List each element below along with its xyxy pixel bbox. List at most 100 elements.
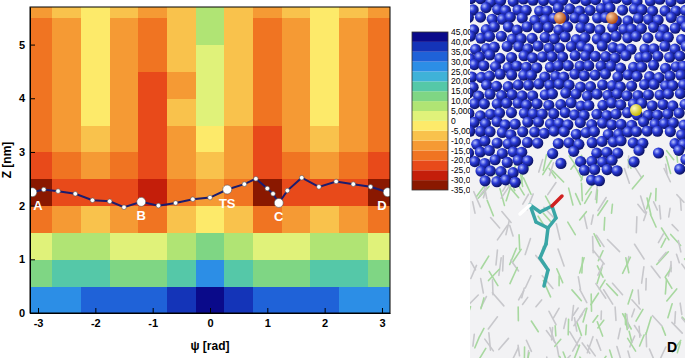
heat-cell — [282, 7, 311, 18]
lipid-segment — [502, 212, 511, 223]
heat-cell — [196, 7, 225, 18]
heat-cell — [310, 18, 339, 45]
heat-cell — [81, 232, 110, 259]
water-sphere — [506, 69, 517, 80]
water-sphere — [633, 145, 644, 156]
lipid-segment — [548, 183, 556, 195]
water-sphere — [653, 147, 664, 158]
path-point — [223, 185, 232, 194]
lipid-segment — [480, 328, 484, 336]
tick-mark — [30, 259, 35, 260]
lipid-segment — [492, 293, 503, 306]
water-sphere — [575, 117, 586, 128]
heat-cell — [138, 18, 167, 45]
path-point — [383, 188, 390, 197]
heat-cell — [81, 18, 110, 45]
path-point — [285, 188, 290, 193]
heat-cell — [224, 232, 253, 259]
lipid-segment — [596, 356, 606, 358]
lipid-segment — [570, 332, 579, 347]
lipid-segment — [672, 322, 682, 333]
lipid-segment — [473, 202, 475, 213]
water-sphere — [470, 126, 475, 137]
water-sphere — [527, 0, 538, 6]
water-sphere — [518, 0, 529, 5]
lipid-segment — [596, 235, 604, 246]
water-sphere — [560, 87, 571, 98]
colorbar-band — [412, 91, 448, 101]
path-point — [107, 199, 112, 204]
path-point — [299, 175, 304, 180]
lipid-segment — [677, 254, 680, 262]
path-point — [208, 195, 213, 200]
heat-cell — [52, 7, 81, 18]
heat-cell — [339, 206, 368, 233]
path-point — [368, 185, 373, 190]
water-sphere — [590, 51, 601, 62]
heat-cell — [30, 152, 53, 179]
water-sphere — [480, 2, 491, 13]
heat-cell — [30, 7, 53, 18]
path-labels: ABTSCD — [33, 196, 386, 224]
lipid-segment — [568, 222, 575, 235]
tick-mark — [38, 308, 39, 313]
water-sphere — [592, 89, 603, 100]
bond — [552, 206, 556, 218]
water-sphere — [610, 31, 621, 42]
colorbar-band — [412, 52, 448, 62]
lipid-segment — [523, 297, 528, 304]
heat-cell — [30, 125, 53, 152]
water-sphere — [680, 5, 685, 16]
lipid-segment — [664, 168, 670, 181]
lipid-segment — [574, 345, 579, 358]
water-sphere — [522, 137, 533, 148]
water-sphere — [470, 156, 480, 167]
colorbar-label: 25,00 — [451, 67, 473, 77]
water-sphere — [538, 0, 549, 6]
lipid-segment — [603, 218, 605, 231]
lipid-segment — [580, 258, 584, 273]
lipid-segment — [599, 280, 605, 289]
water-sphere — [527, 52, 538, 63]
water-sphere — [582, 91, 593, 102]
water-sphere — [670, 23, 681, 34]
colorbar-band — [412, 141, 448, 151]
colorbar-band — [412, 160, 448, 170]
colorbar-band — [412, 81, 448, 91]
heat-cell — [81, 45, 110, 72]
water-sphere — [560, 107, 571, 118]
heat-cell — [81, 71, 110, 98]
figure: -3-2-10123012345ψ [rad]Z [nm]ABTSCD-35,0… — [0, 0, 685, 358]
lipid-segment — [597, 340, 601, 351]
heat-cell — [81, 125, 110, 152]
heat-cell — [368, 45, 390, 72]
heat-cell — [81, 286, 110, 313]
colorbar-label: 0 — [451, 116, 456, 126]
lipid-segment — [628, 351, 631, 358]
water-sphere — [570, 50, 581, 61]
water-sphere — [680, 154, 685, 165]
heat-cell — [253, 71, 282, 98]
water-sphere — [502, 41, 513, 52]
water-sphere — [642, 32, 653, 43]
lipid-segment — [517, 307, 519, 321]
heat-cell — [368, 232, 390, 259]
water-sphere — [579, 70, 590, 81]
lipid-segment — [560, 356, 565, 358]
lipid-segment — [677, 343, 680, 353]
lipid-segment — [624, 169, 629, 184]
water-sphere — [663, 88, 674, 99]
water-sphere — [652, 126, 663, 137]
lipid-segment — [567, 319, 569, 334]
lipid-segment — [543, 213, 551, 222]
heat-cell — [339, 18, 368, 45]
heat-cell — [224, 152, 253, 179]
tick-mark — [210, 308, 211, 313]
lipid-segment — [659, 206, 660, 219]
x-axis: -3-2-10123 — [31, 308, 391, 329]
water-sphere — [523, 80, 534, 91]
water-sphere — [553, 60, 564, 71]
heat-cell — [52, 18, 81, 45]
lipid-segment — [473, 334, 474, 346]
colorbar-band — [412, 121, 448, 131]
